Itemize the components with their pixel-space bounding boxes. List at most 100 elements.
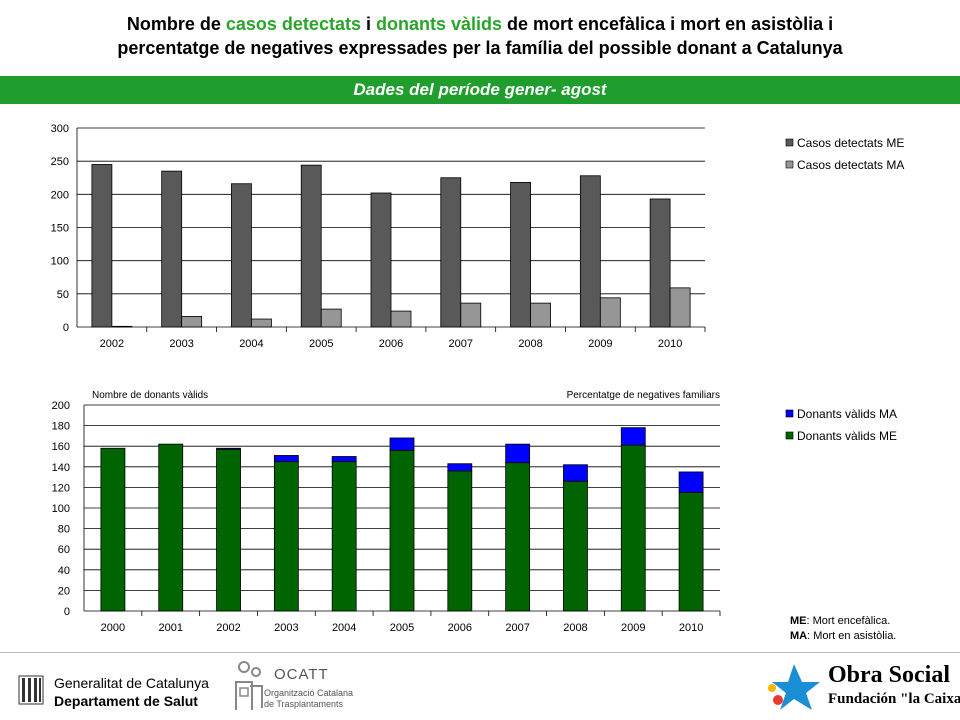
chart1-y-tick-label: 50 [57, 289, 69, 301]
chart1-x-tick-label: 2007 [449, 338, 473, 350]
chart1-bar-casos-ma [390, 310, 412, 328]
chart1-x-tick-label: 2006 [379, 338, 403, 350]
chart2-x-tick-label: 2009 [621, 622, 645, 634]
chart1-bar-casos-ma [530, 302, 551, 328]
chart2-bar-donants-ma [216, 447, 241, 450]
chart1-y-tick-label: 150 [51, 223, 69, 235]
chart1-x-tick-label: 2009 [588, 338, 612, 350]
chart2-y-tick-label: 100 [52, 503, 70, 515]
chart2-x-tick-label: 2003 [274, 622, 298, 634]
chart2-bar-donants-me [331, 461, 357, 612]
chart2-bar-donants-me [563, 480, 588, 612]
ocatt-subtitle-2: de Trasplantaments [264, 699, 344, 709]
chart1-bar-casos-ma [599, 297, 621, 328]
chart1-x-tick-label: 2005 [309, 338, 333, 350]
chart2-bar-donants-me [620, 444, 646, 612]
chart2-legend-label: Donants vàlids MA [797, 407, 897, 421]
chart1-bar-casos-me [91, 164, 113, 328]
note-me: ME: Mort encefàlica. [790, 614, 896, 629]
chart2-bar-donants-me [216, 448, 241, 612]
chart2-legend-swatch [785, 409, 794, 418]
chart2-bar-donants-ma [505, 443, 531, 464]
gencat-line-2: Departament de Salut [54, 693, 198, 709]
title-highlight-casos: casos detectats [225, 14, 361, 34]
chart2-x-tick-label: 2007 [505, 622, 529, 634]
chart1-bar-casos-me [440, 177, 462, 328]
chart2-x-tick-label: 2006 [448, 622, 472, 634]
chart2-x-tick-label: 2005 [390, 622, 414, 634]
chart1-bar-casos-ma [251, 318, 272, 328]
chart1-legend-label: Casos detectats MA [797, 158, 904, 172]
chart2-y-tick-label: 60 [58, 544, 70, 556]
note-ma-text: : Mort en asistòlia. [807, 630, 897, 642]
chart2-y-tick-label: 200 [52, 400, 70, 412]
chart1-bar-casos-me [579, 175, 601, 328]
chart2-y-tick-label: 20 [58, 585, 70, 597]
chart2-left-axis-title: Nombre de donants vàlids [92, 390, 208, 401]
gencat-shield-icon [18, 675, 44, 705]
chart2-bar-donants-ma [620, 427, 646, 446]
page-title: Nombre de casos detectats i donants vàli… [20, 12, 940, 60]
chart1-y-tick-label: 100 [51, 256, 69, 268]
chart1-bar-casos-ma [111, 325, 133, 328]
chart1-y-tick-label: 250 [51, 156, 69, 168]
chart2-bar-donants-me [505, 462, 531, 612]
chart2-x-tick-label: 2004 [332, 622, 356, 634]
period-band-text: Dades del període gener- agost [353, 80, 607, 99]
chart1-bar-casos-me [300, 164, 322, 328]
chart2-bar-donants-me [447, 470, 473, 612]
period-band: Dades del període gener- agost [0, 76, 960, 104]
chart2-x-tick-label: 2000 [101, 622, 125, 634]
chart2-y-tick-label: 140 [52, 462, 70, 474]
gencat-line-1: Generalitat de Catalunya [54, 675, 209, 691]
chart2-bar-donants-ma [389, 437, 415, 451]
chart1-x-tick-label: 2002 [100, 338, 124, 350]
title-highlight-donants: donants vàlids [375, 14, 503, 34]
title-line-2: percentatge de negatives expressades per… [117, 38, 843, 58]
chart1-bar-casos-ma [460, 302, 482, 328]
abbreviation-notes: ME: Mort encefàlica. MA: Mort en asistòl… [790, 614, 896, 644]
chart1-bar-casos-me [649, 198, 671, 328]
chart2-x-tick-label: 2002 [216, 622, 240, 634]
ocatt-figures-icon [235, 661, 263, 710]
chart2-bar-donants-me [389, 449, 415, 612]
note-ma: MA: Mort en asistòlia. [790, 629, 896, 644]
chart2-bar-donants-me [100, 447, 126, 612]
chart2-bar-donants-me [158, 443, 184, 612]
obra-social-line-2: Fundación "la Caixa" [828, 691, 960, 707]
chart2-bar-donants-ma [273, 455, 299, 463]
obra-social-line-1: Obra Social [828, 662, 951, 688]
chart1-bar-casos-ma [669, 287, 691, 328]
chart1-y-tick-label: 0 [63, 322, 69, 334]
chart2-y-tick-label: 40 [58, 565, 70, 577]
chart2-y-tick-label: 120 [52, 482, 70, 494]
chart2-y-tick-label: 160 [52, 441, 70, 453]
chart1-legend-label: Casos detectats ME [797, 136, 904, 150]
chart1-x-tick-label: 2010 [658, 338, 682, 350]
chart2-legend-label: Donants vàlids ME [797, 429, 897, 443]
chart2-bar-donants-ma [678, 471, 704, 493]
chart1-x-tick-label: 2003 [169, 338, 193, 350]
ocatt-name: OCATT [274, 666, 329, 683]
chart2-x-tick-label: 2001 [158, 622, 182, 634]
note-ma-abbr: MA [790, 630, 808, 642]
chart1-y-tick-label: 300 [51, 123, 69, 135]
chart2-y-tick-label: 180 [52, 421, 70, 433]
note-me-abbr: ME [790, 615, 807, 627]
chart1-legend-swatch [785, 160, 794, 169]
chart2-bar-donants-ma [447, 463, 473, 472]
chart2-y-tick-label: 80 [58, 524, 70, 536]
chart1-bar-casos-me [161, 170, 183, 328]
ocatt-subtitle-1: Organització Catalana [264, 688, 354, 698]
chart2-bar-donants-me [678, 492, 704, 612]
chart1-bar-casos-ma [320, 308, 342, 328]
chart1-legend-swatch [785, 138, 794, 147]
chart1-bar-casos-me [370, 192, 392, 328]
caixa-star-icon [768, 664, 820, 710]
chart1-bar-casos-me [231, 183, 252, 328]
chart2-bar-donants-ma [563, 464, 588, 482]
chart2-bar-donants-me [273, 461, 299, 612]
chart1-x-tick-label: 2004 [239, 338, 263, 350]
chart1-x-tick-label: 2008 [518, 338, 542, 350]
chart1-y-tick-label: 200 [51, 189, 69, 201]
